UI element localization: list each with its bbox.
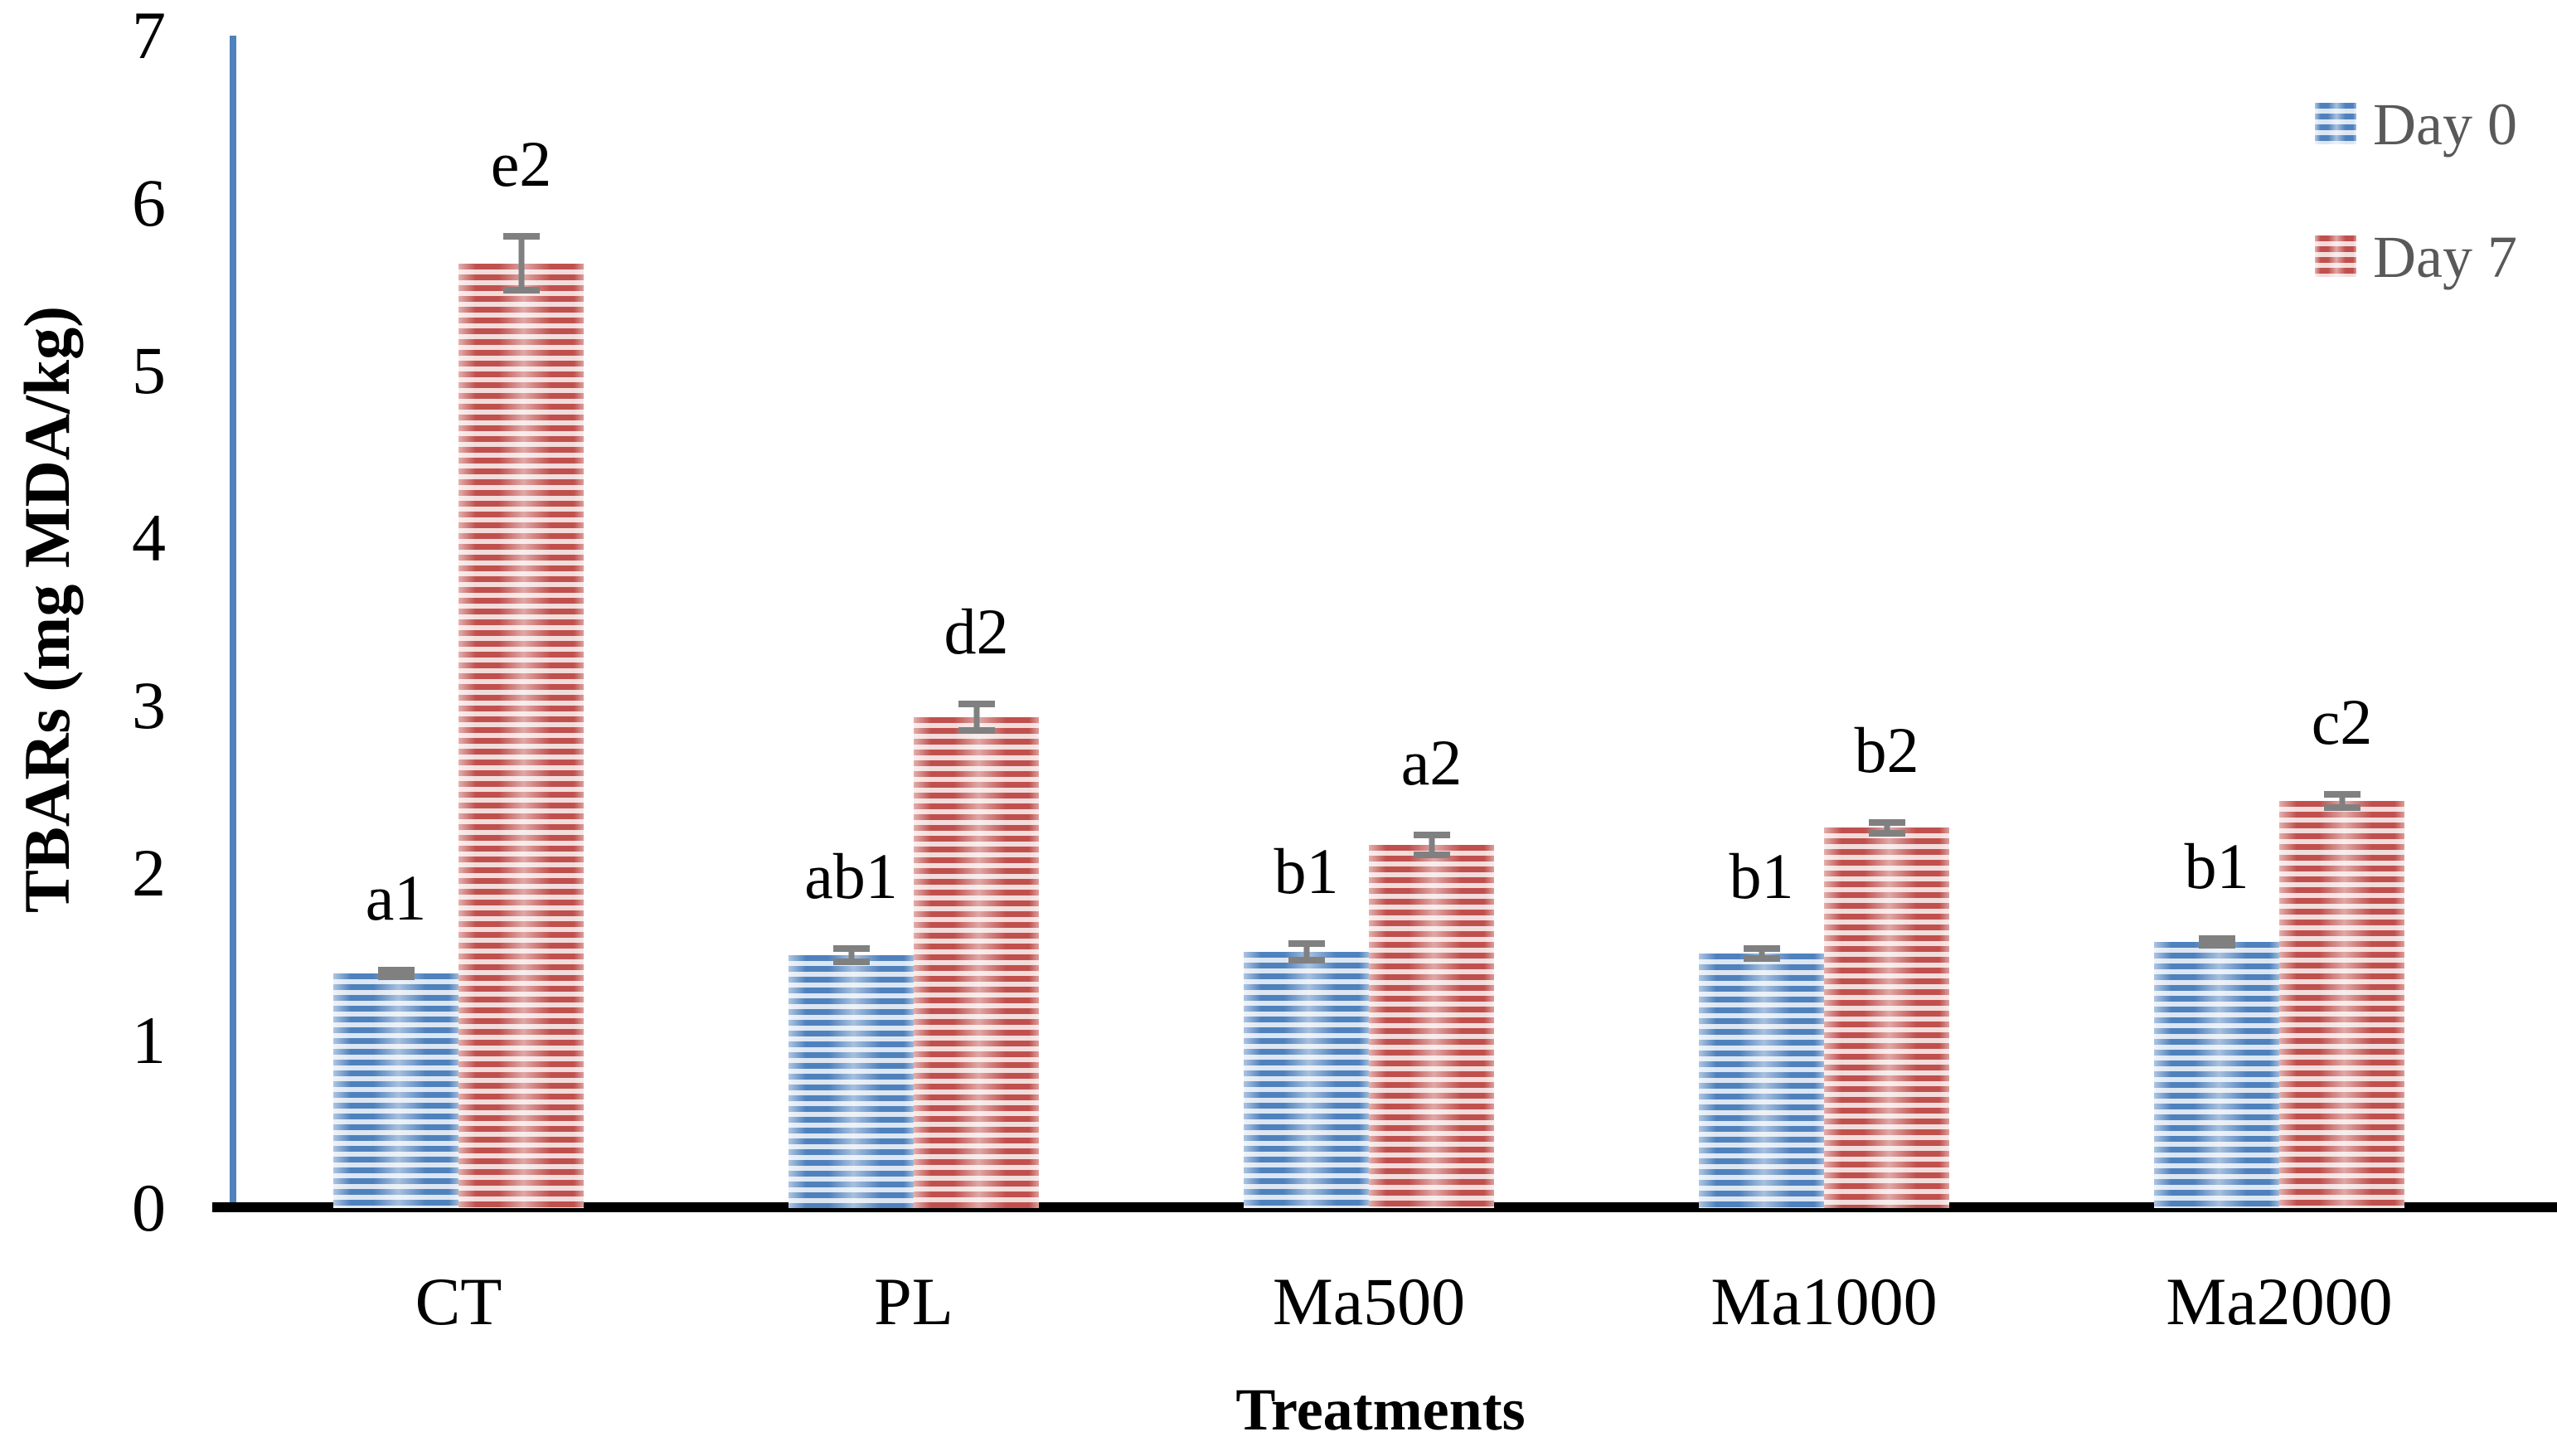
bar-pl-day7 (914, 717, 1039, 1208)
error-bar-ct-day7 (502, 233, 540, 294)
error-bar-cap (502, 233, 540, 240)
error-bar-cap (377, 973, 415, 981)
error-bar-cap (1743, 944, 1780, 952)
y-tick-label: 0 (132, 1170, 166, 1245)
significance-label-pl-day0: ab1 (804, 839, 898, 912)
error-bar-cap (377, 967, 415, 974)
error-bar-line (518, 233, 524, 294)
legend-swatch-day7 (2315, 235, 2356, 277)
error-bar-ma1000-day0 (1743, 944, 1780, 963)
error-bar-cap (832, 959, 870, 966)
bar-pl-day0 (788, 954, 914, 1208)
legend-label-day7: Day 7 (2373, 224, 2517, 290)
error-bar-cap (1413, 831, 1450, 838)
y-tick-label: 3 (132, 667, 166, 743)
error-bar-cap (2198, 934, 2235, 942)
significance-label-pl-day7: d2 (944, 595, 1009, 667)
legend-label-day0: Day 0 (2373, 91, 2517, 158)
x-tick-label: CT (415, 1264, 502, 1339)
error-bar-cap (1288, 957, 1325, 964)
error-bar-line (848, 944, 854, 966)
error-bar-line (973, 700, 979, 735)
y-tick-label: 4 (132, 500, 166, 575)
significance-label-ma2000-day7: c2 (2311, 686, 2373, 759)
error-bar-line (2214, 934, 2220, 949)
legend-swatch-day0 (2315, 103, 2356, 144)
error-bar-ma2000-day7 (2323, 791, 2360, 812)
error-bar-cap (1868, 819, 1905, 827)
error-bar-cap (502, 287, 540, 294)
significance-label-ma1000-day0: b1 (1729, 839, 1794, 912)
bar-ma2000-day7 (2279, 801, 2404, 1208)
error-bar-cap (2323, 791, 2360, 798)
bar-ct-day0 (333, 973, 459, 1208)
significance-label-ma500-day0: b1 (1274, 834, 1339, 907)
significance-label-ma500-day7: a2 (1400, 726, 1463, 798)
error-bar-cap (1413, 851, 1450, 858)
x-tick-label: Ma1000 (1710, 1264, 1938, 1339)
error-bar-ct-day0 (377, 967, 415, 981)
x-axis-title: Treatments (1235, 1376, 1526, 1443)
y-axis-line (230, 36, 236, 1208)
error-bar-pl-day0 (832, 944, 870, 966)
error-bar-line (1759, 944, 1764, 963)
y-axis-title: TBARs (mg MDA/kg) (11, 305, 83, 914)
error-bar-cap (2198, 941, 2235, 949)
error-bar-cap (1868, 829, 1905, 837)
error-bar-line (1429, 831, 1434, 858)
y-tick-label: 2 (132, 835, 166, 910)
error-bar-ma2000-day0 (2198, 934, 2235, 949)
significance-label-ma2000-day0: b1 (2184, 829, 2249, 902)
bar-ma1000-day0 (1699, 953, 1824, 1208)
significance-label-ct-day7: e2 (490, 128, 552, 201)
x-tick-label: Ma500 (1272, 1264, 1466, 1339)
bar-ma500-day0 (1244, 951, 1369, 1208)
error-bar-ma500-day7 (1413, 831, 1450, 858)
x-tick-label: PL (874, 1264, 953, 1339)
error-bar-line (2339, 791, 2345, 812)
error-bar-cap (1288, 939, 1325, 947)
x-tick-label: Ma2000 (2166, 1264, 2393, 1339)
error-bar-ma500-day0 (1288, 939, 1325, 964)
error-bar-pl-day7 (958, 700, 995, 735)
y-tick-label: 5 (132, 332, 166, 408)
error-bar-line (1884, 819, 1890, 837)
bar-ma2000-day0 (2154, 941, 2279, 1208)
significance-label-ma1000-day7: b2 (1854, 714, 1919, 787)
significance-label-ct-day0: a1 (365, 861, 427, 934)
error-bar-cap (2323, 804, 2360, 812)
error-bar-line (1303, 939, 1309, 964)
bar-ma1000-day7 (1824, 827, 1949, 1208)
error-bar-cap (1743, 955, 1780, 963)
error-bar-cap (958, 700, 995, 707)
bar-ct-day7 (459, 263, 584, 1208)
error-bar-ma1000-day7 (1868, 819, 1905, 837)
error-bar-cap (958, 727, 995, 735)
bar-ma500-day7 (1369, 844, 1494, 1208)
error-bar-line (393, 967, 399, 981)
error-bar-cap (832, 944, 870, 952)
y-tick-label: 1 (132, 1002, 166, 1078)
y-tick-label: 6 (132, 165, 166, 240)
y-tick-label: 7 (132, 0, 166, 73)
